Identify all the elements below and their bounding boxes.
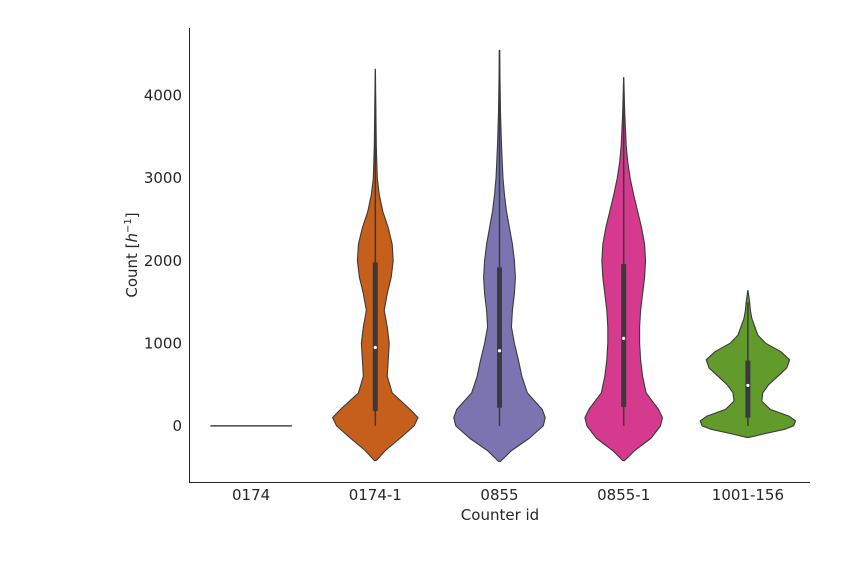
violin-median-dot [497,349,502,353]
x-tick-label: 0174-1 [349,486,402,504]
x-tick-label: 1001-156 [712,486,784,504]
violin-layer [210,49,797,462]
violin-0855 [453,49,546,462]
x-tick-label: 0855 [480,486,518,504]
y-axis-label-italic: h [123,233,141,243]
violin-0855-1 [584,76,663,462]
y-tick-label: 1000 [144,334,182,352]
x-tick-label: 0855-1 [597,486,650,504]
y-tick-label: 2000 [144,252,182,270]
violin-iqr-box [621,264,627,407]
y-tick-label: 0 [172,417,182,435]
axes [189,28,810,483]
y-tick-labels: 0 1000 2000 3000 4000 [144,87,182,435]
violin-median-dot [746,383,750,388]
y-tick-label: 3000 [144,169,182,187]
violin-iqr-box [745,360,751,418]
violin-0174-1 [332,68,419,462]
x-tick-label: 0174 [232,486,270,504]
y-axis-label-sup: −1 [123,218,134,233]
y-axis-label: Count [h−1] [123,212,141,297]
violin-1001-156 [699,289,797,438]
violin-median-dot [373,345,377,350]
y-axis-label-end: ] [123,212,141,218]
violin-iqr-box [372,262,378,412]
y-axis-label-main: Count [ [123,242,141,297]
x-axis-label: Counter id [461,506,539,524]
x-tick-labels: 0174 0174-1 0855 0855-1 1001-156 [232,486,784,504]
violin-median-dot [622,336,626,340]
y-tick-label: 4000 [144,87,182,105]
violin-iqr-box [497,267,502,408]
